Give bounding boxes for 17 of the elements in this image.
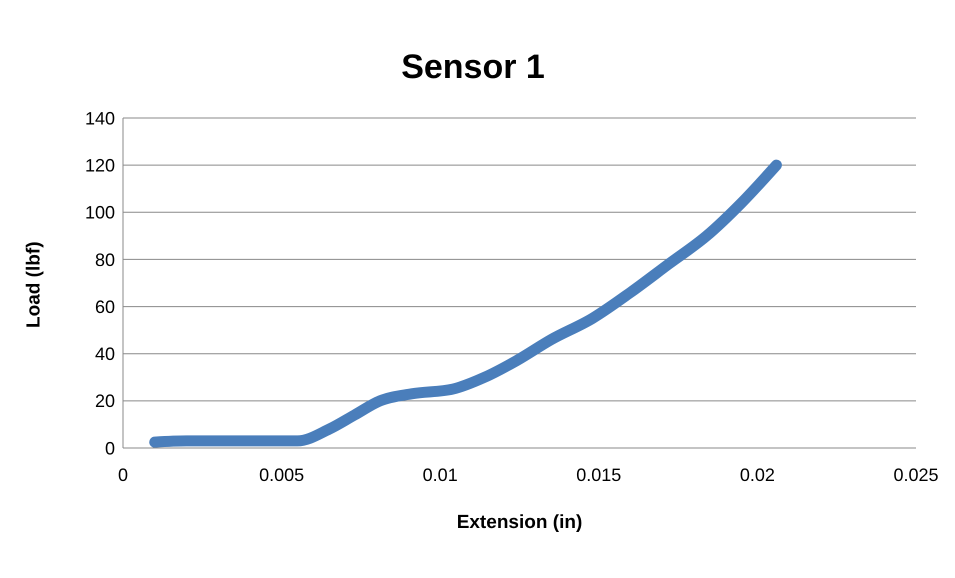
y-tick-label: 20 [94, 391, 115, 412]
chart-title: Sensor 1 [400, 48, 546, 87]
x-tick-label: 0.02 [740, 464, 775, 485]
x-tick-label: 0.005 [259, 464, 304, 485]
y-tick-label: 120 [84, 156, 115, 176]
y-tick-label: 40 [94, 344, 115, 364]
x-axis-title: Extension (in) [456, 512, 582, 533]
y-tick-label: 140 [84, 108, 115, 128]
x-tick-label: 0 [118, 464, 128, 485]
x-tick-label: 0.01 [422, 464, 458, 485]
y-axis-title: Load (lbf) [24, 241, 45, 328]
x-tick-label: 0.025 [893, 464, 939, 485]
x-tick-label: 0.015 [576, 464, 622, 485]
y-tick-label: 60 [94, 296, 115, 317]
y-tick-label: 100 [84, 202, 115, 223]
y-tick-label: 0 [104, 438, 115, 458]
y-tick-label: 80 [94, 250, 115, 270]
